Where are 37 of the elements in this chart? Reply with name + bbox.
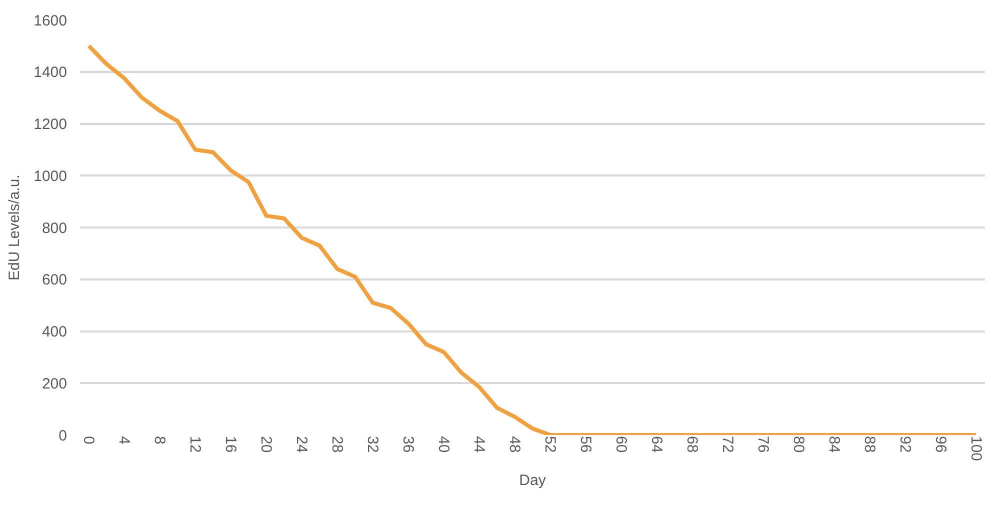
x-tick-label: 16 — [222, 436, 239, 453]
y-tick-label: 1600 — [34, 12, 67, 30]
x-tick-label: 56 — [576, 436, 594, 453]
x-tick-label: 52 — [541, 436, 558, 453]
x-tick-label: 84 — [825, 436, 842, 453]
x-tick-label: 80 — [790, 436, 807, 453]
x-tick-label: 40 — [434, 436, 452, 453]
x-tick-label: 12 — [186, 436, 204, 453]
y-tick-label: 1200 — [34, 116, 67, 133]
x-tick-label: 92 — [896, 436, 914, 453]
x-tick-label: 4 — [115, 436, 132, 444]
x-tick-label: 36 — [399, 436, 416, 453]
y-tick-label: 600 — [42, 272, 67, 289]
x-tick-label: 100 — [967, 436, 984, 462]
line-series — [86, 44, 978, 435]
x-tick-label: 68 — [683, 436, 700, 453]
x-tick-label: 20 — [257, 436, 274, 453]
x-tick-label: 24 — [292, 436, 310, 453]
x-tick-label: 48 — [506, 436, 523, 453]
x-tick-label: 44 — [470, 436, 488, 453]
y-tick-label: 400 — [42, 324, 67, 340]
x-tick-label: 96 — [932, 436, 949, 453]
x-tick-label: 88 — [860, 436, 878, 453]
y-tick-label: 800 — [42, 220, 67, 237]
y-axis-title: EdU Levels/a.u. — [6, 174, 23, 280]
x-tick-label: 28 — [328, 436, 346, 453]
x-axis-title: Day — [519, 472, 546, 490]
x-tick-label: 0 — [80, 436, 97, 444]
y-tick-label: 1000 — [34, 168, 67, 185]
x-tick-label: 32 — [364, 436, 381, 453]
y-tick-label: 1400 — [34, 64, 67, 82]
x-tick-label: 76 — [754, 436, 772, 453]
x-tick-label: 72 — [718, 436, 736, 453]
y-tick-label: 200 — [42, 375, 67, 392]
x-tick-label: 60 — [612, 436, 630, 453]
x-tick-label: 8 — [150, 436, 168, 444]
x-tick-label: 64 — [648, 436, 665, 453]
